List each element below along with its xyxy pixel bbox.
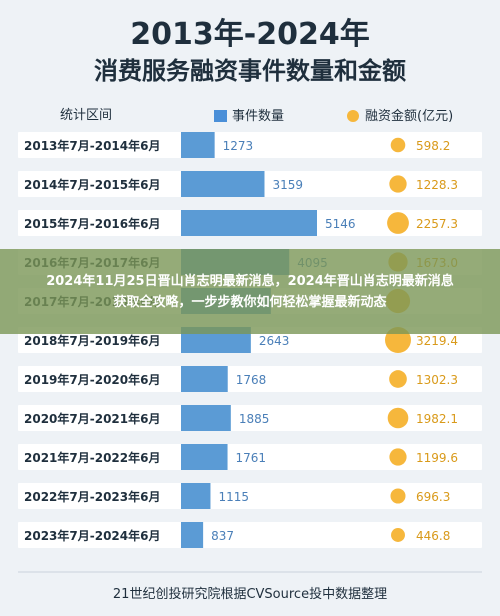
amount-label: 598.2: [416, 139, 450, 153]
row-background: [18, 132, 482, 158]
count-bar: [181, 405, 231, 431]
amount-bubble: [391, 528, 405, 542]
headline-banner: 2024年11月25日晋山肖志明最新消息，2024年晋山肖志明最新消息 获取全攻…: [0, 249, 500, 334]
amount-bubble: [390, 137, 406, 153]
row-background: [18, 405, 482, 431]
count-label: 1115: [218, 490, 249, 504]
row-background: [18, 366, 482, 392]
count-bar: [181, 366, 228, 392]
count-bar: [181, 444, 228, 470]
amount-label: 3219.4: [416, 334, 458, 348]
amount-label: 1228.3: [416, 178, 458, 192]
count-label: 837: [211, 529, 234, 543]
count-bar: [181, 483, 211, 509]
legend-label-count: 事件数量: [232, 109, 284, 124]
amount-bubble: [389, 175, 407, 193]
amount-bubble: [387, 212, 409, 234]
amount-label: 1302.3: [416, 373, 458, 387]
count-label: 2643: [259, 334, 290, 348]
amount-label: 1982.1: [416, 412, 458, 426]
chart-subtitle: 消费服务融资事件数量和金额: [94, 57, 406, 85]
category-label: 2013年7月-2014年6月: [24, 138, 160, 153]
count-bar: [181, 210, 317, 236]
category-label: 2014年7月-2015年6月: [24, 177, 160, 192]
legend-swatch-count: [214, 110, 227, 122]
category-label: 2021年7月-2022年6月: [24, 450, 160, 465]
amount-bubble: [387, 407, 409, 429]
banner-line-1: 2024年11月25日晋山肖志明最新消息，2024年晋山肖志明最新消息: [46, 273, 454, 289]
count-label: 1768: [236, 373, 267, 387]
amount-label: 446.8: [416, 529, 450, 543]
legend-label-amount: 融资金额(亿元): [365, 108, 453, 124]
chart-title: 2013年-2024年: [130, 17, 369, 52]
row-background: [18, 522, 482, 548]
amount-bubble: [389, 448, 407, 466]
amount-bubble: [389, 370, 407, 388]
count-label: 1273: [223, 139, 254, 153]
row-background: [18, 444, 482, 470]
amount-label: 2257.3: [416, 217, 458, 231]
count-label: 1885: [239, 412, 270, 426]
chart-rows: 2013年7月-2014年6月 1273 598.2 2014年7月-2015年6月 3…: [18, 132, 482, 548]
count-bar: [181, 522, 204, 548]
count-bar: [181, 171, 265, 197]
count-bar: [181, 132, 215, 158]
category-label: 2023年7月-2024年6月: [24, 528, 160, 543]
count-label: 5146: [325, 217, 356, 231]
count-label: 1761: [236, 451, 267, 465]
category-label: 2018年7月-2019年6月: [24, 333, 160, 348]
category-label: 2015年7月-2016年6月: [24, 216, 160, 231]
banner-line-2: 获取全攻略，一步步教你如何轻松掌握最新动态: [113, 294, 387, 310]
legend-swatch-amount: [347, 110, 359, 122]
amount-label: 696.3: [416, 490, 450, 504]
category-header: 统计区间: [60, 108, 112, 123]
count-label: 3159: [272, 178, 303, 192]
source-note: 21世纪创投研究院根据CVSource投中数据整理: [113, 586, 387, 602]
amount-label: 1199.6: [416, 451, 458, 465]
category-label: 2022年7月-2023年6月: [24, 489, 160, 504]
category-label: 2019年7月-2020年6月: [24, 372, 160, 387]
amount-bubble: [390, 488, 406, 504]
row-background: [18, 483, 482, 509]
category-label: 2020年7月-2021年6月: [24, 411, 160, 426]
